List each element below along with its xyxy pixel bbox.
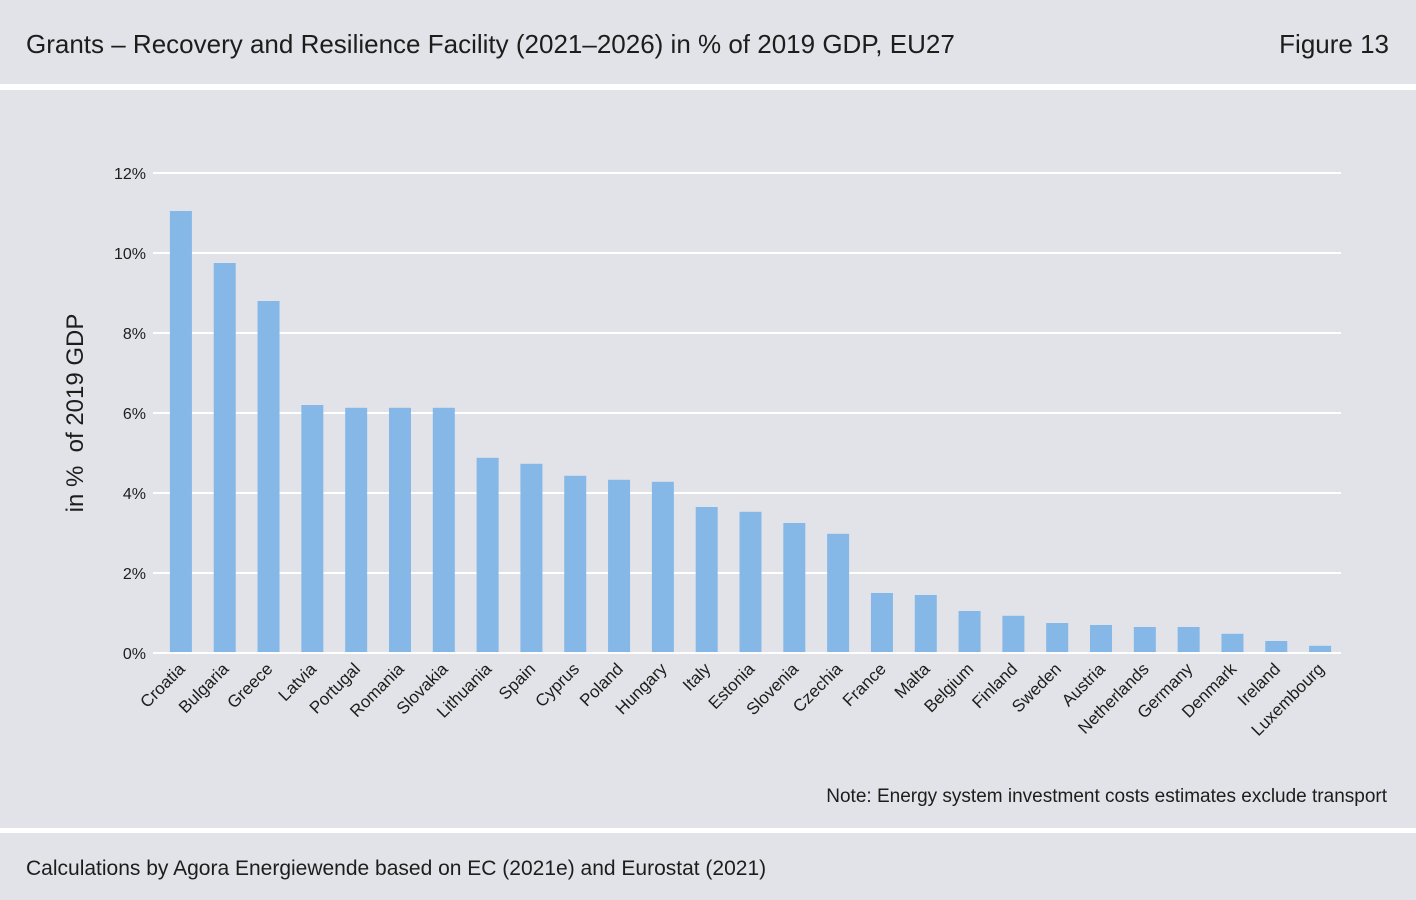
source-text: Calculations by Agora Energiewende based… bbox=[26, 857, 767, 880]
y-axis-tick-labels: 0% 2% 4% 6% 8% 10% 12% bbox=[114, 166, 146, 663]
bar-denmark bbox=[1221, 633, 1244, 652]
bar-greece bbox=[257, 301, 280, 652]
bar-latvia bbox=[301, 405, 324, 652]
bar-chart: 0% 2% 4% 6% 8% 10% 12% CroatiaBulgariaGreeceLa… bbox=[62, 166, 1388, 807]
bar-ireland bbox=[1265, 641, 1288, 652]
figure-title: Grants – Recovery and Resilience Facilit… bbox=[26, 29, 955, 59]
figure-header: Grants – Recovery and Resilience Facilit… bbox=[0, 0, 1416, 84]
bar-estonia bbox=[739, 511, 762, 652]
bar-france bbox=[870, 593, 893, 652]
chart-panel: 0% 2% 4% 6% 8% 10% 12% Croatia Bulgaria Greece La… bbox=[0, 90, 1416, 828]
bar-czechia bbox=[827, 533, 850, 652]
y-tick-label-8: 8% bbox=[123, 326, 146, 343]
bar-slovakia bbox=[432, 407, 455, 652]
y-tick-label-4: 4% bbox=[123, 486, 146, 503]
bar-netherlands bbox=[1133, 627, 1156, 652]
x-tick-label-cyprus: Cyprus bbox=[532, 659, 584, 711]
x-tick-label-greece: Greece bbox=[224, 659, 277, 712]
figure-number: Figure 13 bbox=[1279, 29, 1389, 59]
x-tick-label-czechia: Czechia bbox=[789, 659, 846, 716]
y-tick-label-0: 0% bbox=[123, 646, 146, 663]
bar-finland bbox=[1002, 615, 1025, 652]
x-tick-label-sweden: Sweden bbox=[1008, 659, 1065, 716]
bar-slovenia bbox=[783, 523, 806, 652]
bar-italy bbox=[695, 507, 718, 652]
y-tick-label-2: 2% bbox=[123, 566, 146, 583]
y-tick-label-6: 6% bbox=[123, 406, 146, 423]
bar-cyprus bbox=[564, 475, 587, 652]
bar-bulgaria bbox=[213, 263, 236, 652]
bar-belgium bbox=[958, 611, 981, 652]
bar-hungary bbox=[651, 481, 674, 652]
bar-spain bbox=[520, 463, 543, 652]
x-tick-label-italy: Italy bbox=[679, 659, 715, 695]
bar-poland bbox=[608, 479, 631, 652]
bar-germany bbox=[1177, 627, 1200, 652]
x-tick-label-france: France bbox=[839, 659, 890, 710]
footer-divider bbox=[0, 828, 1416, 833]
bar-portugal bbox=[345, 407, 368, 652]
bar-romania bbox=[388, 407, 411, 652]
y-tick-label-12: 12% bbox=[114, 166, 146, 183]
bar-malta bbox=[914, 595, 937, 652]
bars bbox=[169, 211, 1332, 652]
bar-sweden bbox=[1046, 623, 1069, 652]
y-tick-label-10: 10% bbox=[114, 246, 146, 263]
bar-lithuania bbox=[476, 457, 499, 652]
bar-croatia bbox=[169, 211, 192, 652]
x-tick-label-belgium: Belgium bbox=[921, 659, 978, 716]
x-tick-label-bulgaria: Bulgaria bbox=[175, 659, 233, 717]
bar-austria bbox=[1090, 625, 1113, 652]
bar-luxembourg bbox=[1309, 645, 1332, 652]
figure-footer: Calculations by Agora Energiewende based… bbox=[0, 833, 1416, 900]
y-axis-title: in % of 2019 GDP bbox=[62, 314, 89, 513]
chart-note: Note: Energy system investment costs est… bbox=[826, 786, 1387, 807]
x-axis-tick-labels: CroatiaBulgariaGreeceLatviaPortugalRoman… bbox=[137, 659, 1328, 740]
header-divider bbox=[0, 84, 1416, 90]
